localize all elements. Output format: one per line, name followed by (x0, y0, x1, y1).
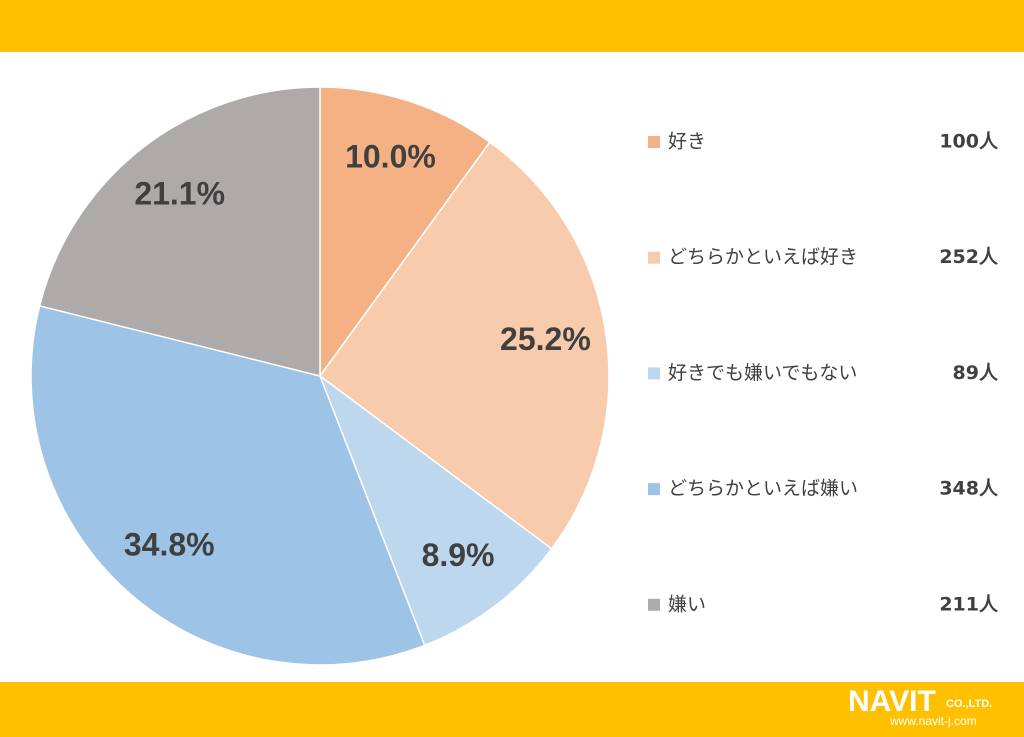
legend-count: 252人 (939, 246, 999, 268)
logo-name: NAVIT (848, 685, 936, 718)
logo-url: www.navit-j.com (889, 714, 977, 728)
legend-swatch (648, 483, 660, 496)
legend-label: 好き (668, 131, 706, 153)
legend-swatch (648, 136, 660, 148)
legend-count: 211人 (939, 593, 999, 615)
legend-swatch (648, 598, 660, 611)
pie-slice (319, 86, 491, 379)
legend-swatch (648, 251, 660, 264)
legend-label: どちらかといえば好き (668, 246, 858, 268)
bottom-bar (0, 682, 1024, 737)
logo-suffix: CO.,LTD. (946, 698, 992, 710)
data-label: 21.1% (134, 176, 225, 212)
data-label: 34.8% (124, 526, 215, 562)
pie-slice (318, 141, 610, 550)
pie-slice (318, 373, 553, 647)
legend-count: 89人 (953, 362, 999, 384)
legend-label: 嫌い (668, 593, 706, 615)
pie-slice (30, 304, 426, 666)
data-label: 25.2% (500, 321, 591, 357)
legend-count: 348人 (939, 478, 999, 500)
top-bar (0, 0, 1024, 52)
data-label: 10.0% (345, 139, 436, 175)
pie: 10.0% 25.2% 8.9% 34.8% 21.1% (30, 86, 610, 666)
data-label: 8.9% (422, 537, 495, 573)
pie-slice (38, 86, 321, 377)
legend-label: 好きでも嫌いでもない (668, 362, 857, 384)
legend-label: どちらかといえば嫌い (668, 478, 858, 500)
legend-swatch (648, 367, 660, 380)
legend-count: 100人 (939, 131, 999, 153)
